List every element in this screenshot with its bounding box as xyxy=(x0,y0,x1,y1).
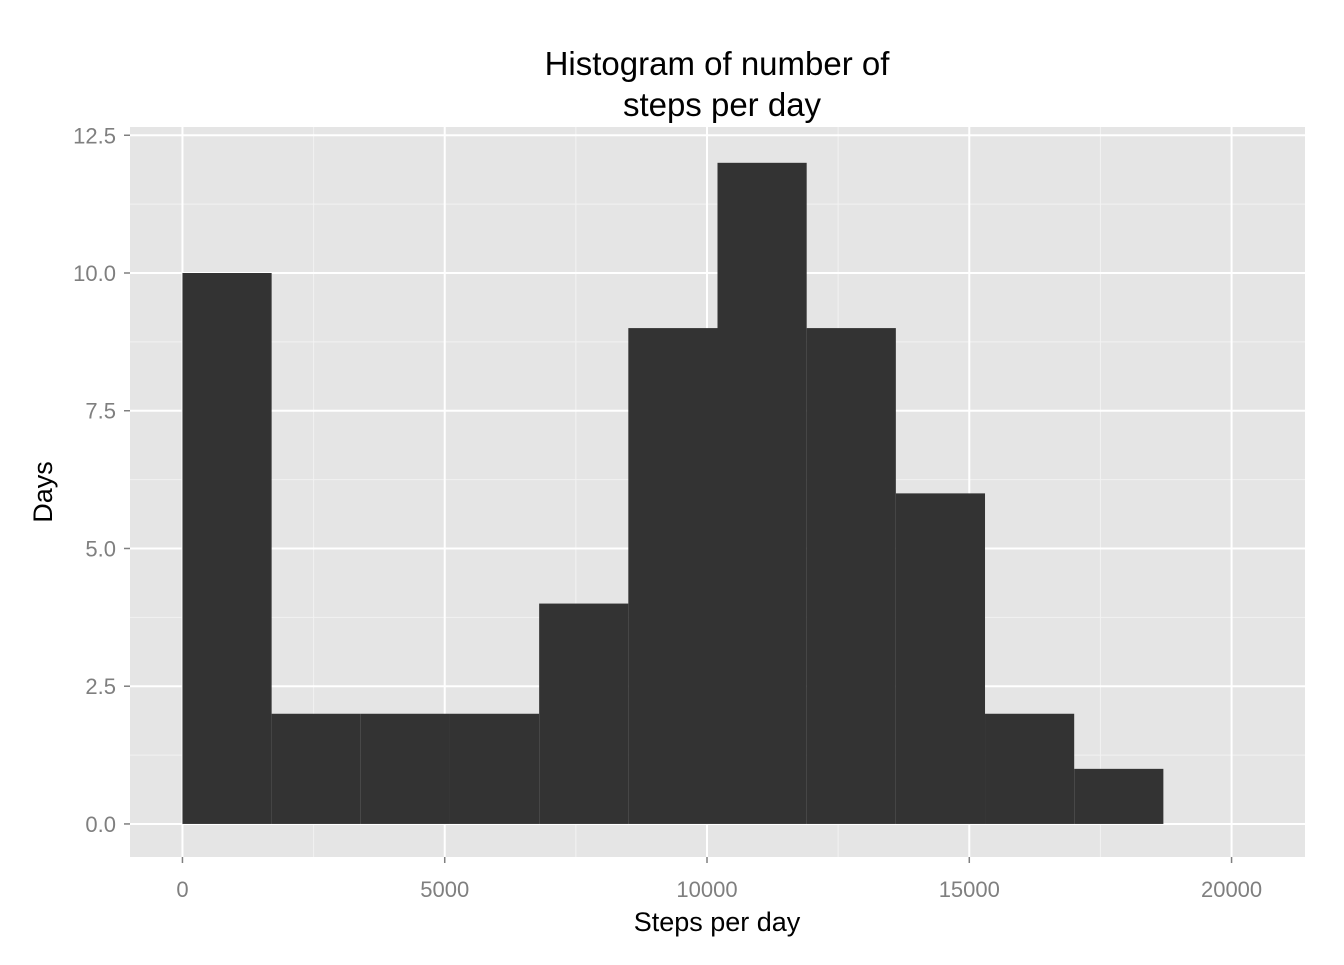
histogram-bar xyxy=(628,328,718,824)
histogram-bars xyxy=(182,162,1164,824)
x-tick-label: 0 xyxy=(176,877,188,902)
histogram-bar xyxy=(895,493,986,824)
y-axis-title: Days xyxy=(28,461,58,523)
histogram-bar xyxy=(360,713,450,824)
x-axis: 0 5000 10000 15000 20000 xyxy=(176,857,1262,902)
y-tick-label: 10.0 xyxy=(73,261,116,286)
histogram-bar xyxy=(717,162,807,824)
x-tick-label: 5000 xyxy=(420,877,469,902)
histogram-bar xyxy=(449,713,540,824)
x-tick-label: 20000 xyxy=(1201,877,1262,902)
y-tick-label: 7.5 xyxy=(85,399,116,424)
x-tick-label: 10000 xyxy=(676,877,737,902)
histogram-bar xyxy=(539,603,629,824)
y-tick-label: 2.5 xyxy=(85,674,116,699)
histogram-bar xyxy=(182,273,272,824)
y-tick-label: 0.0 xyxy=(85,812,116,837)
histogram-bar xyxy=(271,713,361,824)
y-tick-label: 5.0 xyxy=(85,536,116,561)
y-tick-label: 12.5 xyxy=(73,123,116,148)
histogram-bar xyxy=(806,328,896,824)
histogram-bar xyxy=(985,713,1075,824)
chart-title-line-1: Histogram of number of xyxy=(545,45,891,82)
x-tick-label: 15000 xyxy=(939,877,1000,902)
y-axis: 0.0 2.5 5.0 7.5 10.0 12.5 xyxy=(73,123,130,837)
chart-title-line-2: steps per day xyxy=(623,86,822,123)
histogram-bar xyxy=(1074,768,1164,824)
x-axis-title: Steps per day xyxy=(634,907,801,937)
